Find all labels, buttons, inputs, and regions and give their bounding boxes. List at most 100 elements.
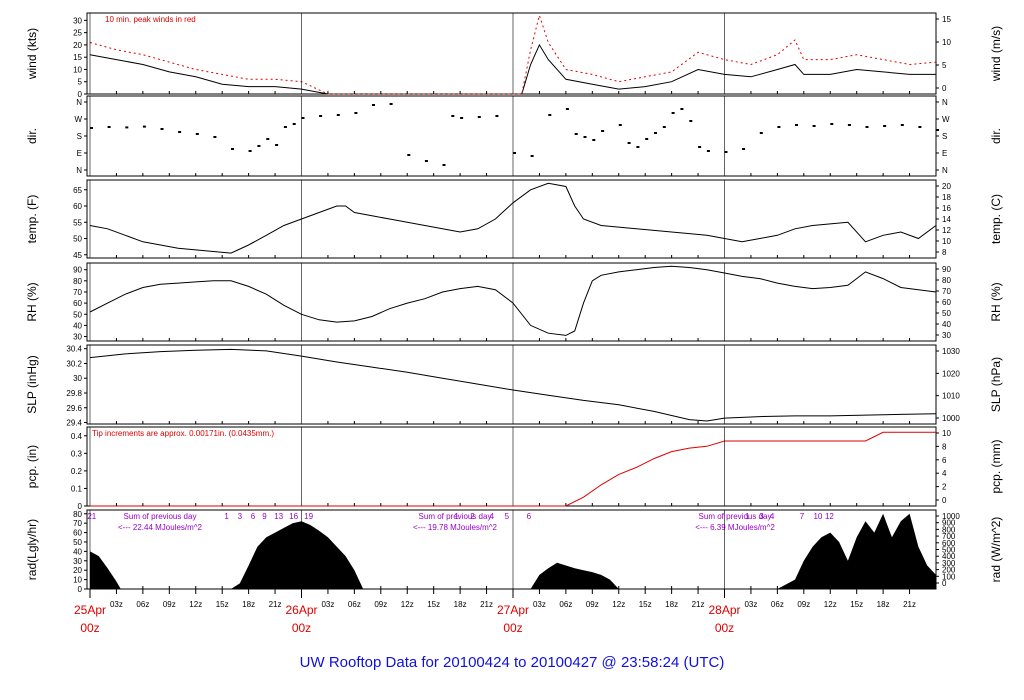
- x-tick-label: 15z: [850, 600, 863, 609]
- dir-point: [900, 124, 904, 126]
- dir-point: [266, 138, 270, 140]
- dir-point: [389, 103, 393, 105]
- x-tick-label: 15z: [216, 600, 229, 609]
- hour-label: 4: [490, 512, 495, 521]
- x-tick-label: 12z: [612, 600, 625, 609]
- dir-point: [627, 142, 631, 144]
- dir-point: [424, 160, 428, 162]
- y-tick-label: 45: [73, 251, 82, 260]
- x-day-label: 25Apr: [74, 603, 106, 617]
- y2-tick-label: 90: [942, 265, 951, 274]
- x-tick-label: 21z: [692, 600, 705, 609]
- y-axis-label: SLP (inHg): [25, 355, 39, 413]
- dir-point: [442, 164, 446, 166]
- y-tick-label: 0: [78, 90, 83, 99]
- x-tick-label: 03z: [321, 600, 334, 609]
- dir-point: [847, 124, 851, 126]
- y2-tick-label: 12: [942, 226, 951, 235]
- dir-point: [936, 129, 939, 131]
- y-tick-label: W: [74, 115, 82, 124]
- x-tick-label: 21z: [480, 600, 493, 609]
- y2-tick-label: 400: [942, 552, 956, 561]
- x-tick-label: 03z: [110, 600, 123, 609]
- dir-point: [777, 126, 781, 128]
- panel-rh: RH (%) RH (%) 30 40 50 60 70 80 90 30 40 50 60 70 80 90: [25, 262, 1003, 342]
- y2-tick-label: 20: [942, 182, 951, 191]
- x-hour-label: 00z: [80, 621, 99, 635]
- y-tick-label: 30.2: [66, 359, 82, 368]
- y-tick-label: 50: [73, 310, 82, 319]
- dir-point: [706, 150, 710, 152]
- dir-point: [918, 126, 922, 128]
- y-tick-label: 60: [73, 529, 82, 538]
- daily-sum-note: Sum of previous day: [124, 512, 197, 521]
- y2-tick-label: 30: [942, 331, 951, 340]
- y-axis-label: rad(Lgly/hr): [25, 519, 39, 580]
- y2-axis-label: dir.: [989, 128, 1003, 144]
- hour-label: 6: [251, 512, 256, 521]
- x-tick-label: 18z: [242, 600, 255, 609]
- dir-point: [698, 146, 702, 148]
- hour-label: 12: [825, 512, 834, 521]
- dir-point: [671, 112, 675, 114]
- y-tick-label: 80: [73, 510, 82, 519]
- y-tick-label: 0.3: [71, 449, 83, 458]
- dir-point: [178, 131, 182, 133]
- y2-tick-label: 16: [942, 204, 951, 213]
- y-tick-label: 10: [73, 65, 82, 74]
- y-tick-label: 0.1: [71, 484, 83, 493]
- x-tick-label: 18z: [877, 600, 890, 609]
- x-tick-label: 12z: [189, 600, 202, 609]
- dir-point: [460, 117, 464, 119]
- wind-series-0: [89, 43, 936, 95]
- y2-tick-label: 300: [942, 559, 956, 568]
- y-tick-label: 90: [73, 266, 82, 275]
- y2-tick-label: 900: [942, 519, 956, 528]
- y2-tick-label: 1020: [942, 369, 960, 378]
- dir-point: [407, 154, 411, 156]
- y-axis-label: RH (%): [25, 282, 39, 321]
- y-tick-label: 70: [73, 519, 82, 528]
- y2-axis-label: rad (W/m^2): [989, 517, 1003, 583]
- y-tick-label: 20: [73, 566, 82, 575]
- hour-label: 6: [527, 512, 532, 521]
- hour-label: 19: [304, 512, 313, 521]
- y2-tick-label: 0: [942, 496, 947, 505]
- hour-label: 21: [87, 512, 96, 521]
- dir-point: [125, 126, 129, 129]
- dir-point: [662, 126, 666, 128]
- y-tick-label: 50: [73, 538, 82, 547]
- x-tick-label: 03z: [533, 600, 546, 609]
- panel-annotation: 10 min. peak winds in red: [105, 15, 196, 24]
- y-tick-label: 65: [73, 186, 82, 195]
- y-tick-label: 80: [73, 277, 82, 286]
- dir-point: [574, 133, 578, 135]
- x-tick-label: 21z: [269, 600, 282, 609]
- y2-tick-label: 10: [942, 38, 951, 47]
- rh-series-0: [89, 265, 937, 336]
- dir-point: [530, 155, 534, 157]
- y-tick-label: 15: [73, 53, 82, 62]
- y-tick-label: 60: [73, 202, 82, 211]
- y2-tick-label: 600: [942, 539, 956, 548]
- y2-tick-label: 1000: [942, 512, 960, 521]
- x-tick-label: 06z: [559, 600, 572, 609]
- x-tick-label: 12z: [401, 600, 414, 609]
- hour-label: 3: [759, 512, 764, 521]
- y2-tick-label: 700: [942, 532, 956, 541]
- y2-tick-label: 50: [942, 309, 951, 318]
- x-tick-label: 15z: [639, 600, 652, 609]
- hour-label: 10: [813, 512, 822, 521]
- dir-point: [865, 126, 869, 128]
- dir-point: [636, 146, 640, 148]
- y-tick-label: 29.4: [66, 419, 82, 428]
- dir-point: [257, 145, 261, 147]
- dir-point: [812, 125, 816, 127]
- y2-tick-label: 14: [942, 215, 951, 224]
- y2-tick-label: 10: [942, 237, 951, 246]
- panel-annotation: Tip increments are approx. 0.00171in. (0…: [92, 429, 274, 438]
- hour-label: 9: [262, 512, 267, 521]
- y2-tick-label: 500: [942, 546, 956, 555]
- y2-tick-label: 2: [942, 483, 947, 492]
